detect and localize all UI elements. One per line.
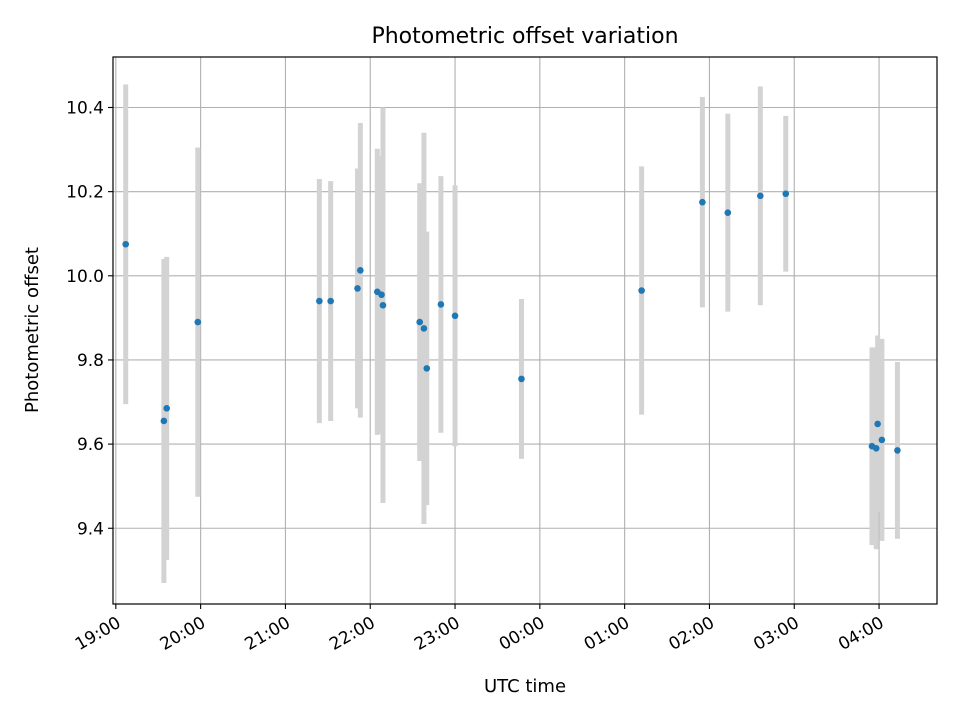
- data-point: [420, 325, 428, 332]
- data-point: [194, 318, 202, 326]
- y-tick-label: 10.2: [66, 183, 104, 203]
- y-tick-label: 10.0: [66, 267, 104, 287]
- y-axis-label: Photometric offset: [22, 247, 43, 413]
- data-point: [699, 198, 706, 206]
- y-tick-label: 9.6: [77, 435, 104, 455]
- data-point: [878, 436, 886, 444]
- data-point: [782, 190, 790, 198]
- data-point: [122, 240, 130, 248]
- data-point: [416, 318, 424, 326]
- y-tick-label: 9.4: [77, 519, 104, 539]
- data-point: [379, 301, 387, 309]
- data-point: [724, 209, 732, 216]
- data-point: [894, 447, 901, 454]
- data-point: [423, 365, 431, 372]
- data-point: [872, 445, 880, 452]
- data-point: [437, 301, 445, 308]
- data-point: [357, 267, 364, 274]
- data-point: [354, 285, 361, 292]
- x-axis-label: UTC time: [484, 676, 566, 697]
- plot-frame: [112, 56, 938, 605]
- data-points: [122, 190, 901, 454]
- data-point: [160, 417, 168, 425]
- data-point: [316, 297, 323, 305]
- data-point: [518, 375, 525, 383]
- y-axis-ticks: 9.4 9.6 9.8 10.0 10.2 10.4: [66, 98, 113, 539]
- y-tick-label: 10.4: [66, 98, 104, 118]
- data-point: [327, 297, 334, 305]
- data-point: [451, 312, 459, 320]
- data-point: [163, 405, 171, 412]
- chart-title: Photometric offset variation: [371, 24, 678, 49]
- data-point: [874, 420, 881, 428]
- y-tick-label: 9.8: [77, 351, 104, 371]
- data-point: [638, 287, 645, 294]
- data-point: [757, 192, 764, 200]
- data-point: [378, 291, 385, 299]
